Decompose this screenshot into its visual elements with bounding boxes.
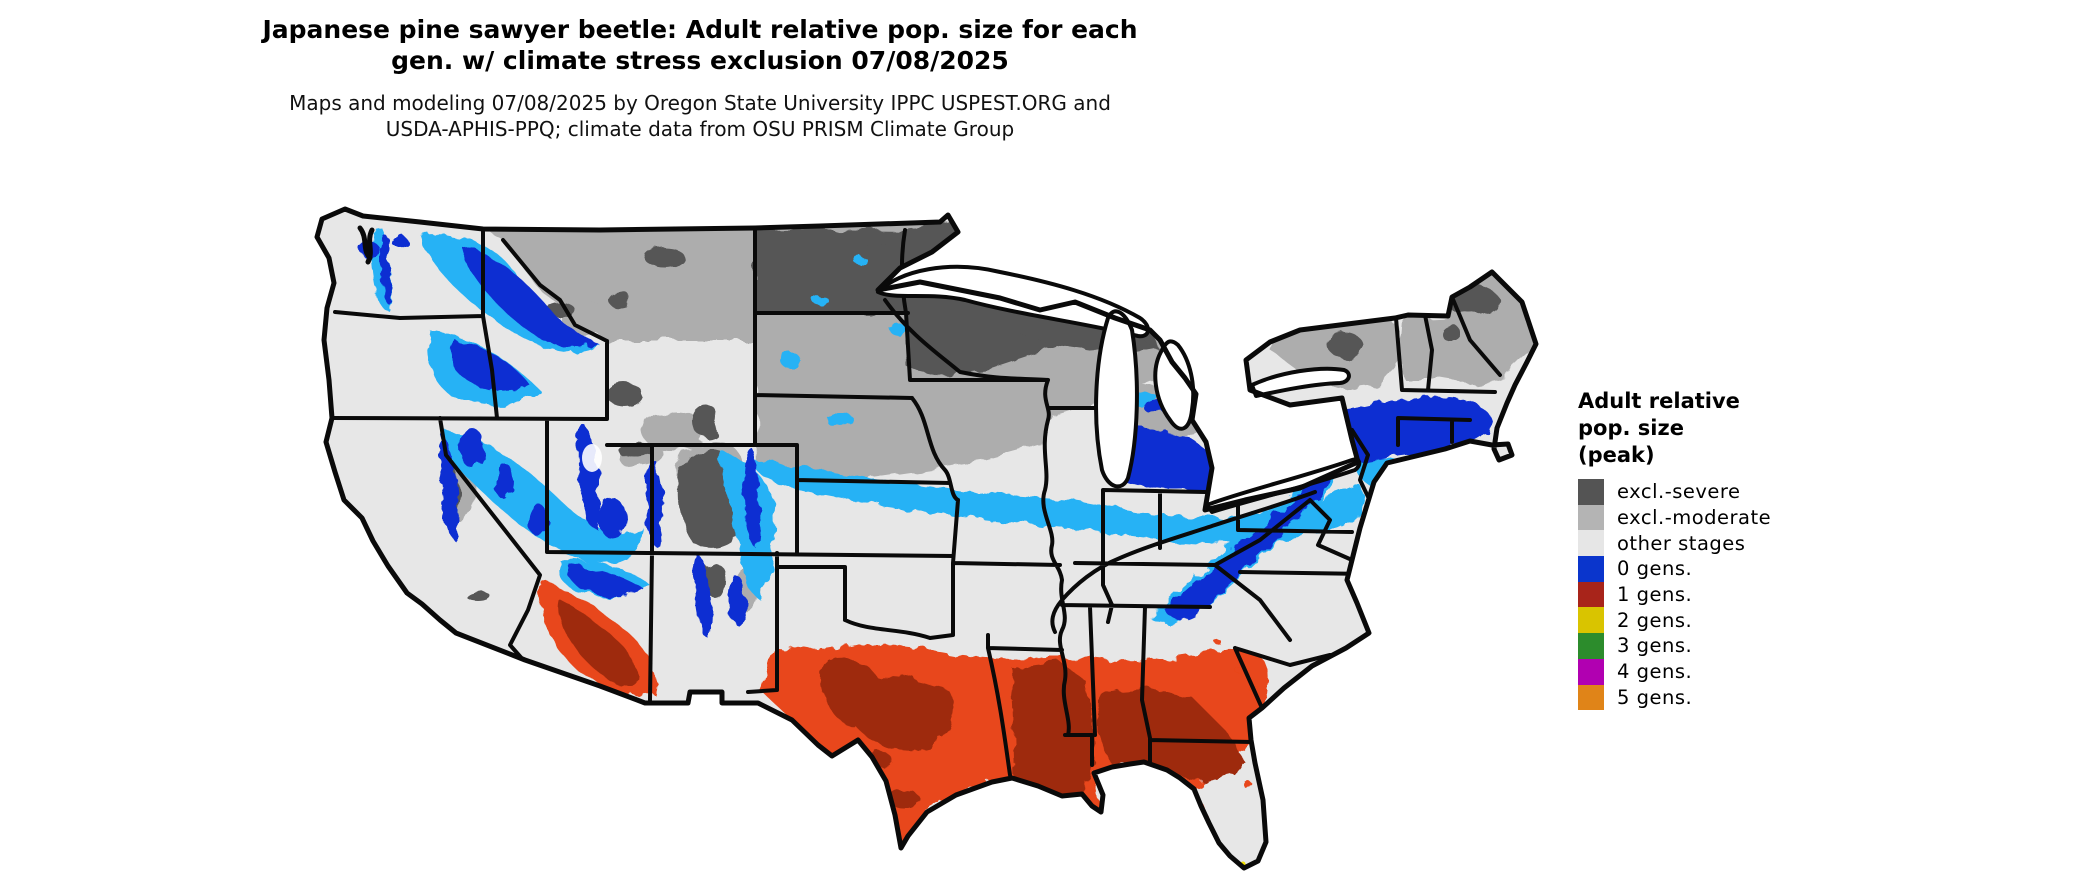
legend-swatch-5-gens — [1578, 684, 1604, 711]
legend-swatch-other-stages — [1578, 530, 1604, 557]
legend-item-5-gens: 5 gens. — [1578, 684, 1878, 711]
map-title-line-2: gen. w/ climate stress exclusion 07/08/2… — [391, 46, 1009, 75]
legend-swatch-3-gens — [1578, 633, 1604, 659]
legend-item-excl-severe: excl.-severe — [1578, 479, 1878, 505]
legend-title: Adult relative pop. size (peak) — [1578, 388, 1878, 469]
legend-label-excl-moderate: excl.-moderate — [1617, 506, 1772, 530]
legend-label-5-gens: 5 gens. — [1617, 685, 1693, 709]
legend-items: excl.-severe excl.-moderate other stages… — [1578, 479, 1878, 711]
legend-item-0-gens: 0 gens. — [1578, 556, 1878, 582]
legend-label-2-gens: 2 gens. — [1617, 608, 1693, 632]
map-subtitle: Maps and modeling 07/08/2025 by Oregon S… — [0, 90, 1400, 142]
state-borders — [330, 226, 1502, 777]
legend-item-other-stages: other stages — [1578, 530, 1878, 557]
legend-swatch-2-gens — [1578, 607, 1604, 634]
legend-item-excl-moderate: excl.-moderate — [1578, 504, 1878, 531]
legend-title-line-3: (peak) — [1578, 443, 1655, 467]
great-salt-lake — [582, 444, 602, 472]
legend-swatch-1-gens — [1578, 581, 1604, 608]
lake-ontario — [1250, 366, 1351, 398]
header: Japanese pine sawyer beetle: Adult relat… — [0, 14, 1400, 142]
legend-swatch-excl-moderate — [1578, 504, 1604, 531]
legend-label-3-gens: 3 gens. — [1617, 634, 1693, 658]
lake-michigan — [1094, 309, 1139, 489]
legend-title-line-1: Adult relative — [1578, 389, 1740, 413]
legend-swatch-0-gens — [1578, 556, 1604, 582]
map-title-line-1: Japanese pine sawyer beetle: Adult relat… — [262, 15, 1138, 44]
legend-item-2-gens: 2 gens. — [1578, 607, 1878, 634]
legend-label-other-stages: other stages — [1617, 531, 1746, 555]
legend-swatch-4-gens — [1578, 658, 1604, 685]
legend-swatch-excl-severe — [1578, 479, 1604, 505]
legend-label-excl-severe: excl.-severe — [1617, 480, 1741, 504]
us-outline — [314, 206, 1539, 871]
legend-label-1-gens: 1 gens. — [1617, 583, 1693, 607]
legend-title-line-2: pop. size — [1578, 416, 1684, 440]
legend-item-3-gens: 3 gens. — [1578, 633, 1878, 659]
legend-item-1-gens: 1 gens. — [1578, 581, 1878, 608]
legend: Adult relative pop. size (peak) excl.-se… — [1578, 388, 1878, 711]
legend-label-0-gens: 0 gens. — [1617, 557, 1693, 581]
map-subtitle-line-2: USDA-APHIS-PPQ; climate data from OSU PR… — [385, 117, 1015, 141]
legend-label-4-gens: 4 gens. — [1617, 660, 1693, 684]
puget-sound — [357, 225, 375, 265]
legend-item-4-gens: 4 gens. — [1578, 658, 1878, 685]
map-subtitle-line-1: Maps and modeling 07/08/2025 by Oregon S… — [289, 91, 1111, 115]
